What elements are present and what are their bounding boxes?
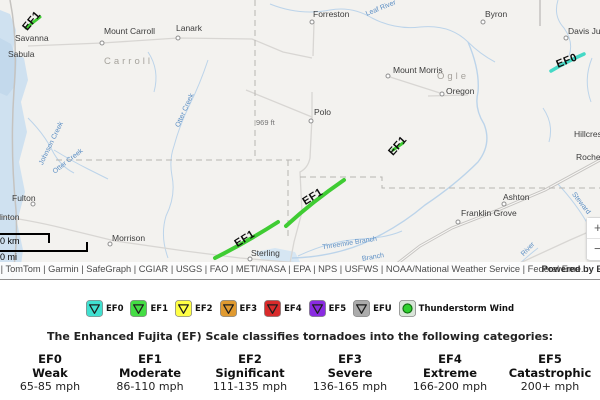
track-ef1-mid[interactable] <box>284 178 346 228</box>
legend-label: EF2 <box>195 303 213 314</box>
category-code: EF1 <box>138 352 162 366</box>
town-label: Lanark <box>176 23 202 33</box>
town-label: Ashton <box>503 192 530 202</box>
town-label: Morrison <box>112 233 146 243</box>
ef-category-ef0: EF0 Weak 65-85 mph <box>0 352 100 394</box>
town-label: Mount Morris <box>393 65 443 75</box>
scale-bar: 0 km 0 mi <box>0 228 100 262</box>
category-range: 86-110 mph <box>116 380 184 393</box>
town-label: Clinton <box>0 212 20 222</box>
ef4-triangle-icon <box>264 300 282 317</box>
legend-label: EF1 <box>150 303 169 314</box>
category-code: EF5 <box>538 352 562 366</box>
town-markers <box>30 19 569 262</box>
legend-panel: EF0 EF1 EF2 EF <box>0 280 600 400</box>
ef0-triangle-icon <box>85 300 103 317</box>
tornado-tracks[interactable] <box>24 15 586 260</box>
town-label: Polo <box>314 107 332 117</box>
efu-triangle-icon <box>353 300 371 317</box>
zoom-control-divider <box>587 238 600 239</box>
town-label: Savanna <box>15 33 49 43</box>
category-code: EF2 <box>238 352 262 366</box>
town-label: Byron <box>485 9 508 19</box>
map-canvas[interactable]: Savanna Sabula Mount Carroll Lanark Forr… <box>0 0 600 280</box>
scale-km-label: 0 km <box>0 236 20 246</box>
legend-label: EF0 <box>105 303 124 314</box>
elevation-label: 969 ft <box>256 118 275 127</box>
town-label: Hillcrest <box>574 129 600 139</box>
town-label: Oregon <box>446 86 475 96</box>
scale-mi-label: 0 mi <box>0 252 18 262</box>
legend-item-ef1: EF1 <box>130 300 168 317</box>
zoom-out-button[interactable]: − <box>587 239 600 259</box>
town-label: Sabula <box>8 49 35 59</box>
category-name: Weak <box>32 366 68 380</box>
powered-by-esri: Powered by Esri <box>541 264 600 274</box>
attribution-sources: i | TomTom | Garmin | SafeGraph | CGIAR … <box>0 264 589 274</box>
category-name: Moderate <box>118 366 182 380</box>
category-name: Severe <box>327 366 373 380</box>
legend-label: Thunderstorm Wind <box>418 303 515 314</box>
highway <box>397 158 600 265</box>
legend-label: EF4 <box>284 303 302 314</box>
ef-category-ef1: EF1 Moderate 86-110 mph <box>100 352 200 394</box>
town-label: Fulton <box>12 193 36 203</box>
ef-scale-intro-text: The Enhanced Fujita (EF) Scale classifie… <box>47 330 553 343</box>
legend-row: EF0 EF1 EF2 EF <box>0 280 600 317</box>
zoom-in-button[interactable]: + <box>587 218 600 238</box>
category-name: Catastrophic <box>508 366 592 380</box>
ef-category-ef3: EF3 Severe 136-165 mph <box>300 352 400 394</box>
legend-item-ef2: EF2 <box>175 300 213 317</box>
thunderstorm-wind-icon <box>398 300 416 317</box>
track-ef0-davis-junction[interactable] <box>549 52 586 73</box>
ef1-triangle-icon <box>130 300 148 317</box>
track-ef1-savanna[interactable] <box>24 15 42 30</box>
category-range: 65-85 mph <box>19 380 81 393</box>
legend-label: EFU <box>373 303 392 314</box>
ef3-triangle-icon <box>219 300 237 317</box>
water-layer <box>0 10 300 280</box>
town-label: Rochelle <box>576 152 600 162</box>
legend-item-ef5: EF5 <box>308 300 347 317</box>
state-line <box>9 0 541 280</box>
legend-item-thunderstorm-wind: Thunderstorm Wind <box>398 300 515 317</box>
ef-categories: EF0 Weak 65-85 mph EF1 Moderate 86-110 m… <box>0 352 600 394</box>
category-name: Significant <box>215 366 285 380</box>
category-range: 166-200 mph <box>412 380 488 393</box>
ef-category-ef2: EF2 Significant 111-135 mph <box>200 352 300 394</box>
county-label: Ogle <box>437 71 470 82</box>
attribution-bar: i | TomTom | Garmin | SafeGraph | CGIAR … <box>0 262 600 280</box>
category-code: EF0 <box>38 352 62 366</box>
legend-item-ef0: EF0 <box>85 300 124 317</box>
zoom-control: + − <box>586 217 600 261</box>
county-label: Carroll <box>104 56 153 67</box>
town-label: Franklin Grove <box>461 208 517 218</box>
legend-label: EF3 <box>239 303 258 314</box>
category-range: 111-135 mph <box>212 380 288 393</box>
ef-category-ef4: EF4 Extreme 166-200 mph <box>400 352 500 394</box>
legend-item-efu: EFU <box>353 300 392 317</box>
ef-category-ef5: EF5 Catastrophic 200+ mph <box>500 352 600 394</box>
town-label: Mount Carroll <box>104 26 156 36</box>
category-name: Extreme <box>422 366 478 380</box>
ef5-triangle-icon <box>308 300 326 317</box>
town-label: Davis Junction <box>568 26 600 36</box>
road-layer <box>0 21 600 264</box>
category-range: 200+ mph <box>520 380 580 393</box>
legend-item-ef3: EF3 <box>219 300 258 317</box>
category-code: EF4 <box>438 352 462 366</box>
track-ef1-sterling[interactable] <box>213 220 280 260</box>
ef2-triangle-icon <box>175 300 193 317</box>
category-code: EF3 <box>338 352 362 366</box>
town-label: Forreston <box>313 9 350 19</box>
legend-item-ef4: EF4 <box>264 300 302 317</box>
category-range: 136-165 mph <box>312 380 388 393</box>
town-label: Sterling <box>251 248 280 258</box>
legend-label: EF5 <box>328 303 347 314</box>
track-ef1-polo-ne[interactable] <box>391 141 405 152</box>
